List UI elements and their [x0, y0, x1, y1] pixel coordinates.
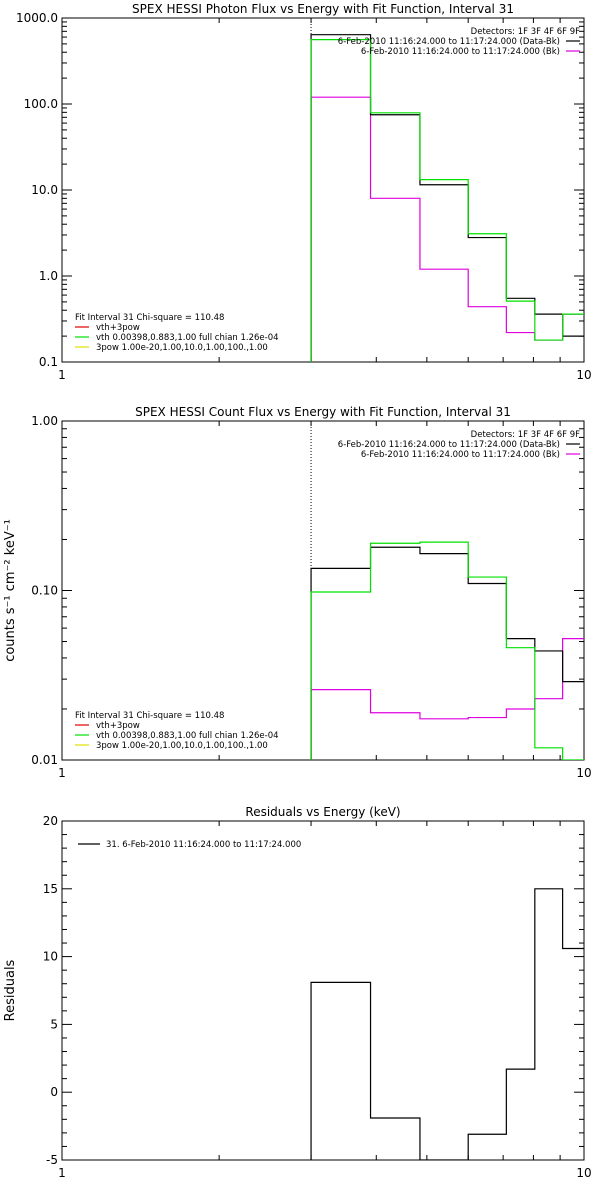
x-tick-label: 10 [576, 368, 591, 382]
y-axis-label: Residuals [3, 959, 18, 1021]
plot-frame [61, 420, 585, 761]
legend-entry-text: Fit Interval 31 Chi-square = 110.48 [75, 313, 224, 323]
y-tick-label: 0.1 [39, 355, 58, 369]
y-tick-label: -5 [46, 1153, 58, 1167]
series-bk [310, 638, 584, 760]
legend-entry-text: vth 0.00398,0.883,1.00 full chian 1.26e-… [96, 731, 279, 741]
series-model [310, 541, 584, 760]
y-tick-label: 0 [50, 1085, 58, 1099]
x-tick-label: 1 [58, 766, 66, 780]
chart-title: SPEX HESSI Count Flux vs Energy with Fit… [135, 405, 511, 419]
x-tick-label: 10 [576, 1166, 591, 1180]
chart-panel-1: SPEX HESSI Photon Flux vs Energy with Fi… [16, 2, 592, 382]
legend-entry-text: Fit Interval 31 Chi-square = 110.48 [75, 711, 224, 721]
plot-frame [61, 17, 585, 363]
legend-entry-text: 31. 6-Feb-2010 11:16:24.000 to 11:17:24.… [106, 840, 301, 850]
chart-panel-3: Residuals vs Energy (keV) 1 10 -5 0 5 10 15 20 Re… [3, 805, 592, 1180]
series-model [310, 39, 584, 362]
series-data-bk [310, 34, 584, 362]
series-layer [310, 888, 584, 1160]
legend-entry-text: Detectors: 1F 3F 4F 6F 9F [471, 27, 580, 37]
y-tick-label: 0.01 [31, 753, 58, 767]
legend-entry-text: Detectors: 1F 3F 4F 6F 9F [471, 430, 580, 440]
legend-entry-text: 6-Feb-2010 11:16:24.000 to 11:17:24.000 … [338, 440, 560, 450]
legend-entry-text: 6-Feb-2010 11:16:24.000 to 11:17:24.000 … [361, 450, 560, 460]
legend-entry-text: vth+3pow [96, 323, 140, 333]
series-bk [310, 96, 584, 362]
legend-entry-text: 6-Feb-2010 11:16:24.000 to 11:17:24.000 … [338, 37, 560, 47]
series-data-bk [310, 546, 584, 760]
y-tick-label: 10.0 [31, 183, 58, 197]
y-tick-label: 15 [43, 882, 58, 896]
legend-entry-text: 3pow 1.00e-20,1.00,10.0,1.00,100.,1.00 [96, 343, 268, 353]
series-layer [310, 541, 584, 760]
legend-entry-text: vth+3pow [96, 721, 140, 731]
plot-frame [61, 820, 585, 1161]
legend-entry-text: 6-Feb-2010 11:16:24.000 to 11:17:24.000 … [361, 47, 560, 57]
legend-entry-text: vth 0.00398,0.883,1.00 full chian 1.26e-… [96, 333, 279, 343]
series-layer [310, 34, 584, 362]
chart-title: SPEX HESSI Photon Flux vs Energy with Fi… [132, 2, 514, 16]
y-tick-label: 1000.0 [16, 11, 58, 25]
chart-panel-2: SPEX HESSI Count Flux vs Energy with Fit… [3, 405, 592, 780]
y-tick-label: 5 [50, 1017, 58, 1031]
y-tick-label: 1.00 [31, 414, 58, 428]
x-tick-label: 10 [576, 766, 591, 780]
y-axis-label: counts s⁻¹ cm⁻² keV⁻¹ [3, 519, 18, 662]
y-tick-label: 0.10 [31, 584, 58, 598]
y-tick-label: 20 [43, 814, 58, 828]
y-tick-label: 1.0 [39, 269, 58, 283]
chart-title: Residuals vs Energy (keV) [245, 805, 400, 819]
series-data-bk [310, 888, 584, 1160]
y-tick-label: 10 [43, 950, 58, 964]
x-tick-label: 1 [58, 368, 66, 382]
legend-entry-text: 3pow 1.00e-20,1.00,10.0,1.00,100.,1.00 [96, 741, 268, 751]
x-tick-label: 1 [58, 1166, 66, 1180]
y-tick-label: 100.0 [24, 97, 58, 111]
